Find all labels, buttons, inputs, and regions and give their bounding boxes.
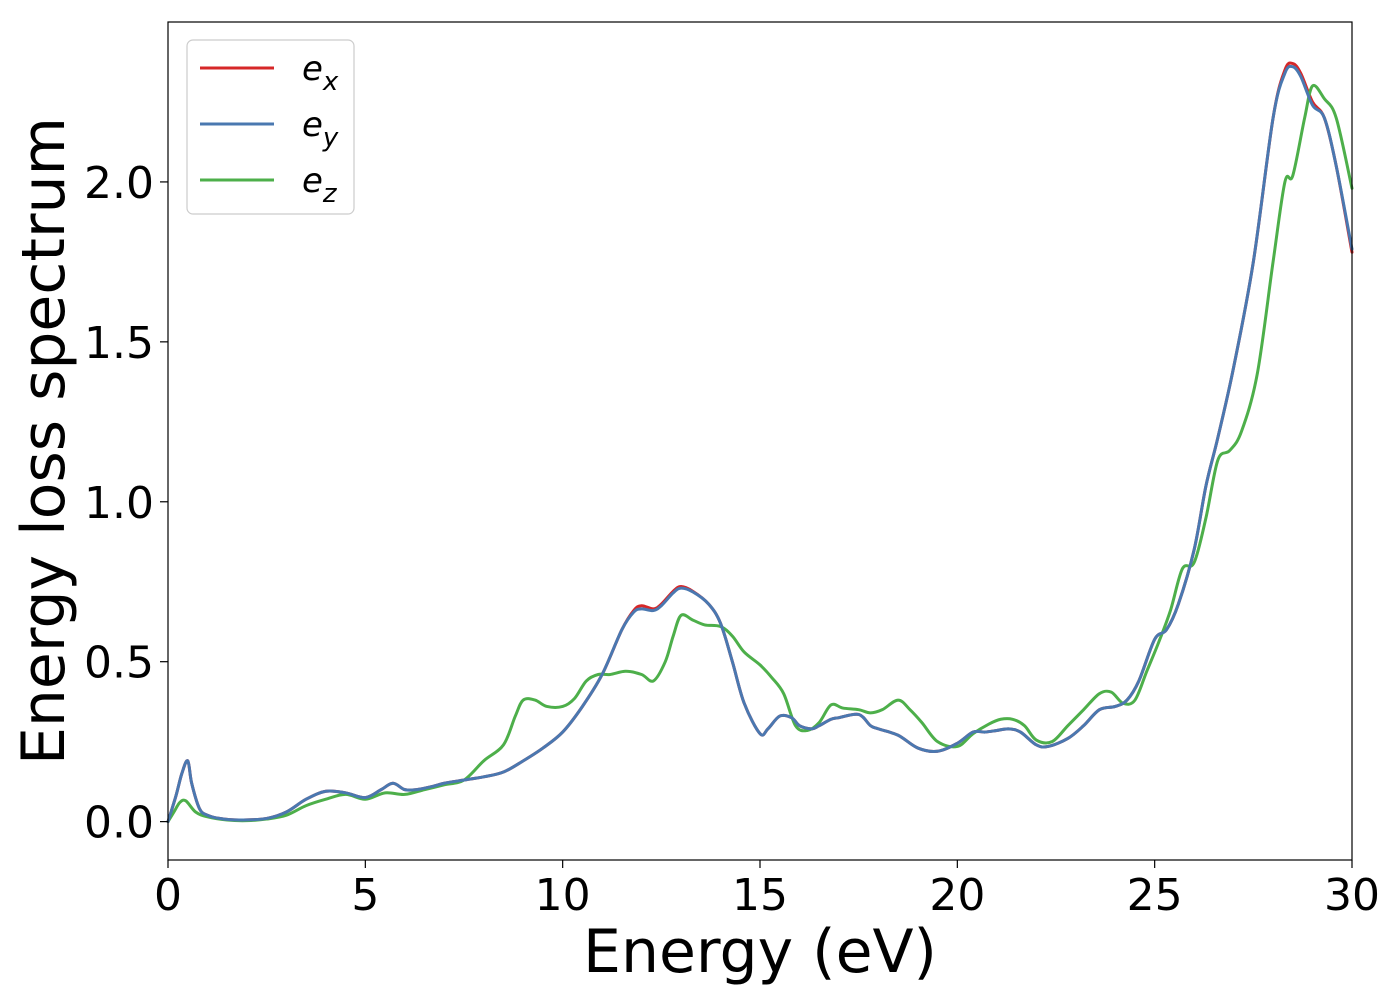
x-tick-label: 5 (351, 870, 379, 921)
legend-entry-z: ez (200, 161, 338, 209)
y-tick-label: 1.0 (84, 478, 154, 529)
y-tick-label: 1.5 (84, 318, 154, 369)
y-tick-label: 0.0 (84, 798, 154, 849)
y-tick-label: 0.5 (84, 638, 154, 689)
legend-label: ez (302, 161, 338, 209)
x-tick-label: 10 (535, 870, 591, 921)
x-tick-label: 30 (1324, 870, 1380, 921)
legend-entry-y: ey (200, 105, 339, 153)
x-tick-label: 25 (1127, 870, 1183, 921)
legend-label: ex (302, 49, 339, 97)
series-layer (166, 61, 1354, 824)
legend-label: ey (302, 105, 339, 153)
x-tick-label: 15 (732, 870, 788, 921)
y-axis-label: Energy loss spectrum (9, 117, 79, 765)
legend-box (186, 39, 355, 215)
legend-entry-x: ex (200, 49, 339, 97)
x-tick-label: 0 (154, 870, 182, 921)
series-line-y (166, 64, 1354, 824)
x-axis-label: Energy (eV) (583, 917, 937, 987)
x-tick-label: 20 (929, 870, 985, 921)
ticks-layer: 0 5 10 15 20 25 30 0.0 0.5 1.0 1.5 2.0 (84, 158, 1380, 921)
legend: ex ey ez (186, 39, 355, 215)
y-tick-label: 2.0 (84, 158, 154, 209)
